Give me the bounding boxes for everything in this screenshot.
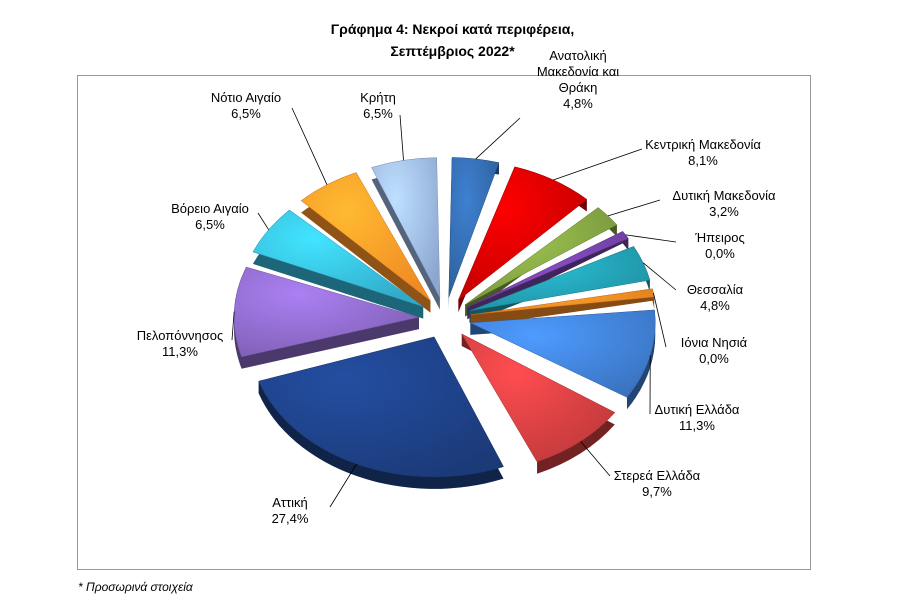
pie-slice-side <box>252 209 424 319</box>
chart-title: Γράφημα 4: Νεκροί κατά περιφέρεια, Σεπτέ… <box>0 18 905 62</box>
slice-label: Κρήτη 6,5% <box>360 90 396 121</box>
pie-slice-side <box>258 336 504 489</box>
leader-line <box>553 148 643 181</box>
pie-slice-side <box>234 267 420 369</box>
slice-label: Θεσσαλία 4,8% <box>687 282 744 313</box>
chart-frame <box>77 75 811 570</box>
leader-line <box>399 114 404 161</box>
leader-line <box>607 199 661 217</box>
leader-line <box>231 311 235 341</box>
slice-label: Ιόνια Νησιά 0,0% <box>681 335 748 366</box>
slice-label: Κεντρική Μακεδονία 8,1% <box>645 137 761 168</box>
leader-line <box>642 262 677 291</box>
leader-line <box>475 117 521 160</box>
footnote: * Προσωρινά στοιχεία <box>78 580 193 594</box>
chart-title-line-2: Σεπτέμβριος 2022* <box>390 43 515 59</box>
pie-slice <box>371 157 441 298</box>
chart-title-line-1: Γράφημα 4: Νεκροί κατά περιφέρεια, <box>330 21 575 37</box>
pie-slice <box>448 157 500 298</box>
pie-slice <box>233 266 420 358</box>
slice-label: Ανατολική Μακεδονία και Θράκη 4,8% <box>537 48 619 111</box>
slice-label: Πελοπόννησος 11,3% <box>137 328 223 359</box>
slice-label: Δυτική Ελλάδα 11,3% <box>655 402 740 433</box>
pie-slice <box>457 166 588 301</box>
slice-label: Βόρειο Αιγαίο 6,5% <box>171 201 249 232</box>
leader-line <box>653 292 667 348</box>
leader-line <box>291 107 328 185</box>
pie-slice <box>258 336 504 478</box>
leader-line <box>580 441 611 477</box>
pie-slice-side <box>301 172 431 313</box>
pie-slice-side <box>371 157 440 310</box>
slice-label: Νότιο Αιγαίο 6,5% <box>211 90 281 121</box>
slice-label: Αττική 27,4% <box>272 495 309 526</box>
pie-slice <box>469 246 651 312</box>
pie-slice <box>469 309 656 398</box>
leader-line <box>329 463 357 508</box>
slice-label: Στερεά Ελλάδα 9,7% <box>614 468 701 499</box>
slice-label: Ήπειρος 0,0% <box>694 230 744 261</box>
leader-line <box>625 234 677 243</box>
leader-line <box>257 212 270 230</box>
slice-label: Δυτική Μακεδονία 3,2% <box>672 188 776 219</box>
